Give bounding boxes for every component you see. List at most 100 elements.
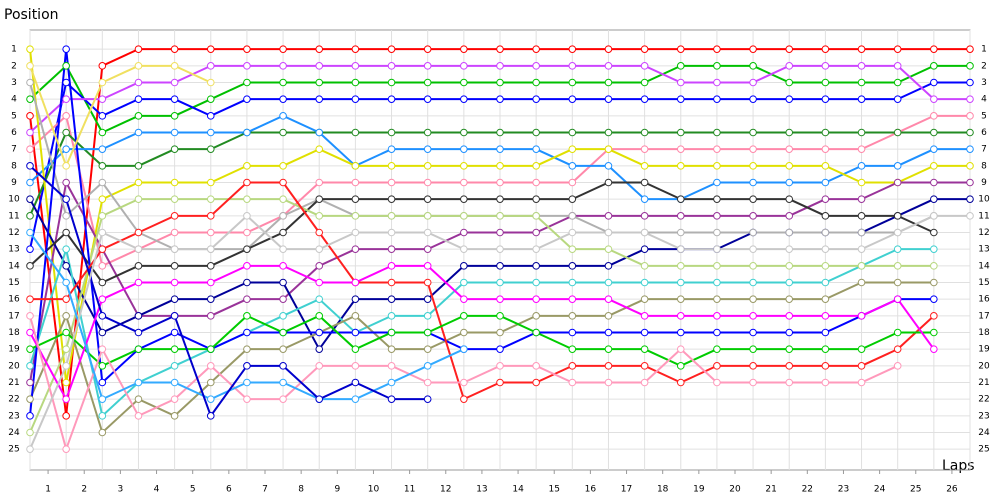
point xyxy=(713,362,721,370)
point xyxy=(423,345,432,353)
point xyxy=(604,212,613,220)
point xyxy=(26,378,34,387)
point xyxy=(604,95,613,103)
point xyxy=(351,212,360,220)
point xyxy=(170,312,179,320)
point xyxy=(62,395,70,403)
point xyxy=(640,295,649,303)
point xyxy=(98,362,107,370)
point xyxy=(134,95,143,103)
point xyxy=(676,162,685,170)
point xyxy=(640,378,649,387)
point xyxy=(713,278,721,287)
point xyxy=(423,395,432,403)
point xyxy=(243,228,251,237)
point xyxy=(676,95,685,103)
point xyxy=(423,195,432,203)
point xyxy=(279,395,287,403)
point xyxy=(243,178,251,187)
point xyxy=(134,162,143,170)
point xyxy=(532,378,540,387)
point xyxy=(423,212,432,220)
point xyxy=(749,95,757,103)
point xyxy=(170,328,179,337)
y-tick-label: 6 xyxy=(11,128,17,138)
point xyxy=(676,62,685,70)
y-tick-label: 15 xyxy=(8,278,19,288)
point xyxy=(821,378,830,387)
point xyxy=(315,395,324,403)
point xyxy=(749,195,757,203)
point xyxy=(568,378,577,387)
y-tick-label: 5 xyxy=(11,111,17,121)
y-tick-label-right: 17 xyxy=(978,311,989,321)
point xyxy=(62,145,70,153)
point xyxy=(749,328,757,337)
point xyxy=(930,212,938,220)
y-tick-label: 22 xyxy=(8,395,19,405)
point xyxy=(857,212,866,220)
point xyxy=(604,262,613,270)
point xyxy=(387,162,396,170)
point xyxy=(62,212,70,220)
point xyxy=(315,295,324,303)
point xyxy=(640,95,649,103)
y-tick-label-right: 11 xyxy=(978,211,989,221)
point xyxy=(351,95,360,103)
y-tick-label-right: 7 xyxy=(981,145,987,155)
point xyxy=(62,162,70,170)
point xyxy=(98,128,107,137)
point xyxy=(749,178,757,187)
point xyxy=(713,162,721,170)
point xyxy=(26,262,34,270)
point xyxy=(387,212,396,220)
point xyxy=(26,128,34,137)
point xyxy=(496,78,504,87)
point xyxy=(315,78,324,87)
x-tick-label: 20 xyxy=(729,485,741,495)
point xyxy=(893,228,902,237)
point xyxy=(966,145,974,153)
point xyxy=(279,128,287,137)
point xyxy=(930,128,938,137)
point xyxy=(315,345,324,353)
point xyxy=(785,45,794,53)
point xyxy=(496,362,504,370)
point xyxy=(206,262,215,270)
point xyxy=(568,128,577,137)
point xyxy=(423,295,432,303)
point xyxy=(496,328,504,337)
point xyxy=(170,395,179,403)
point xyxy=(460,45,468,53)
point xyxy=(496,95,504,103)
y-tick-label-right: 22 xyxy=(978,395,989,405)
point xyxy=(568,78,577,87)
point xyxy=(893,45,902,53)
point xyxy=(893,78,902,87)
point xyxy=(496,245,504,253)
point xyxy=(821,362,830,370)
point xyxy=(857,195,866,203)
point xyxy=(460,228,468,237)
point xyxy=(423,95,432,103)
point xyxy=(243,362,251,370)
point xyxy=(206,128,215,137)
point xyxy=(713,128,721,137)
point xyxy=(785,128,794,137)
x-tick-label: 23 xyxy=(838,485,849,495)
x-tick-label: 25 xyxy=(910,485,921,495)
point xyxy=(857,78,866,87)
point xyxy=(821,62,830,70)
point xyxy=(243,262,251,270)
point xyxy=(387,178,396,187)
point xyxy=(749,362,757,370)
point xyxy=(315,312,324,320)
point xyxy=(279,378,287,387)
point xyxy=(170,45,179,53)
point xyxy=(604,312,613,320)
point xyxy=(460,345,468,353)
x-tick-label: 10 xyxy=(368,485,380,495)
point xyxy=(857,45,866,53)
point xyxy=(279,195,287,203)
x-tick-label: 5 xyxy=(190,485,196,495)
